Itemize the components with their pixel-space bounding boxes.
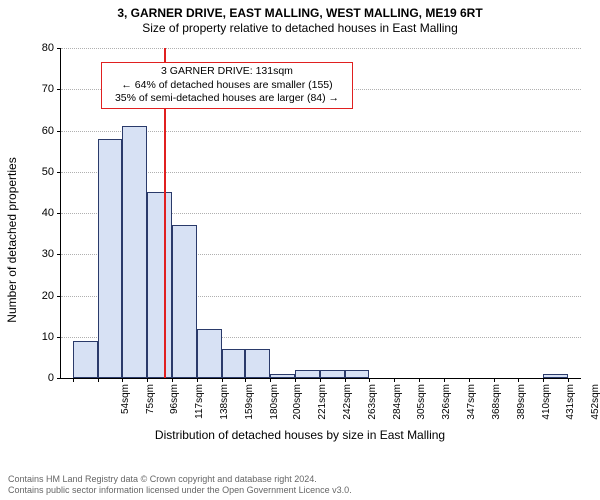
x-tick-mark <box>419 378 420 382</box>
x-tick-label: 263sqm <box>367 384 378 428</box>
y-tick-label: 60 <box>0 125 54 137</box>
x-tick-mark <box>320 378 321 382</box>
x-tick-label: 284sqm <box>392 384 403 428</box>
y-tick-mark <box>57 172 61 173</box>
x-tick-label: 96sqm <box>169 384 180 428</box>
x-tick-label: 242sqm <box>342 384 353 428</box>
y-tick-label: 50 <box>0 166 54 178</box>
y-tick-mark <box>57 131 61 132</box>
y-tick-label: 40 <box>0 207 54 219</box>
histogram-bar <box>197 329 222 379</box>
gridline <box>61 48 581 49</box>
x-tick-mark <box>568 378 569 382</box>
x-tick-mark <box>147 378 148 382</box>
y-tick-mark <box>57 337 61 338</box>
reference-annotation: 3 GARNER DRIVE: 131sqm ← 64% of detached… <box>101 62 353 109</box>
histogram-bar <box>543 374 568 378</box>
histogram-bar <box>98 139 123 378</box>
histogram-bar <box>172 225 197 378</box>
y-tick-label: 80 <box>0 42 54 54</box>
x-tick-mark <box>543 378 544 382</box>
footnote: Contains HM Land Registry data © Crown c… <box>8 474 352 497</box>
annotation-line-1: 3 GARNER DRIVE: 131sqm <box>108 65 346 79</box>
annotation-line-3: 35% of semi-detached houses are larger (… <box>108 92 346 106</box>
y-tick-label: 10 <box>0 331 54 343</box>
x-tick-label: 326sqm <box>441 384 452 428</box>
x-tick-mark <box>270 378 271 382</box>
x-tick-mark <box>222 378 223 382</box>
histogram-bar <box>270 374 295 378</box>
x-tick-mark <box>469 378 470 382</box>
y-tick-mark <box>57 89 61 90</box>
x-tick-mark <box>369 378 370 382</box>
x-tick-label: 347sqm <box>466 384 477 428</box>
histogram-bar <box>320 370 345 378</box>
footnote-line-1: Contains HM Land Registry data © Crown c… <box>8 474 352 485</box>
x-tick-mark <box>394 378 395 382</box>
x-tick-mark <box>345 378 346 382</box>
y-tick-mark <box>57 48 61 49</box>
histogram-bar <box>222 349 246 378</box>
chart-container: Number of detached properties 3 GARNER D… <box>0 40 600 440</box>
y-tick-label: 20 <box>0 290 54 302</box>
histogram-bar <box>147 192 172 378</box>
footnote-line-2: Contains public sector information licen… <box>8 485 352 496</box>
x-tick-mark <box>444 378 445 382</box>
x-tick-mark <box>122 378 123 382</box>
x-tick-label: 452sqm <box>590 384 600 428</box>
x-tick-label: 368sqm <box>491 384 502 428</box>
histogram-bar <box>122 126 147 378</box>
plot-area: 3 GARNER DRIVE: 131sqm ← 64% of detached… <box>60 48 581 379</box>
x-tick-label: 159sqm <box>244 384 255 428</box>
y-tick-label: 0 <box>0 372 54 384</box>
x-tick-mark <box>98 378 99 382</box>
y-tick-mark <box>57 296 61 297</box>
x-tick-mark <box>245 378 246 382</box>
x-tick-label: 389sqm <box>516 384 527 428</box>
histogram-bar <box>245 349 270 378</box>
x-tick-label: 200sqm <box>292 384 303 428</box>
x-tick-label: 75sqm <box>145 384 156 428</box>
y-tick-mark <box>57 254 61 255</box>
x-tick-mark <box>172 378 173 382</box>
x-tick-mark <box>295 378 296 382</box>
x-axis-label: Distribution of detached houses by size … <box>0 428 600 442</box>
y-tick-label: 70 <box>0 83 54 95</box>
x-tick-label: 305sqm <box>416 384 427 428</box>
annotation-line-2: ← 64% of detached houses are smaller (15… <box>108 79 346 93</box>
x-tick-label: 410sqm <box>541 384 552 428</box>
page-title: 3, GARNER DRIVE, EAST MALLING, WEST MALL… <box>0 6 600 21</box>
x-tick-label: 431sqm <box>565 384 576 428</box>
x-tick-mark <box>494 378 495 382</box>
histogram-bar <box>73 341 98 378</box>
page-subtitle: Size of property relative to detached ho… <box>0 21 600 36</box>
histogram-bar <box>295 370 320 378</box>
x-tick-label: 180sqm <box>269 384 280 428</box>
x-tick-label: 138sqm <box>219 384 230 428</box>
y-tick-mark <box>57 213 61 214</box>
x-tick-mark <box>197 378 198 382</box>
x-tick-mark <box>518 378 519 382</box>
x-tick-label: 117sqm <box>194 384 205 428</box>
x-tick-mark <box>73 378 74 382</box>
x-tick-label: 221sqm <box>317 384 328 428</box>
y-tick-label: 30 <box>0 248 54 260</box>
histogram-bar <box>345 370 370 378</box>
y-tick-mark <box>57 378 61 379</box>
x-tick-label: 54sqm <box>120 384 131 428</box>
